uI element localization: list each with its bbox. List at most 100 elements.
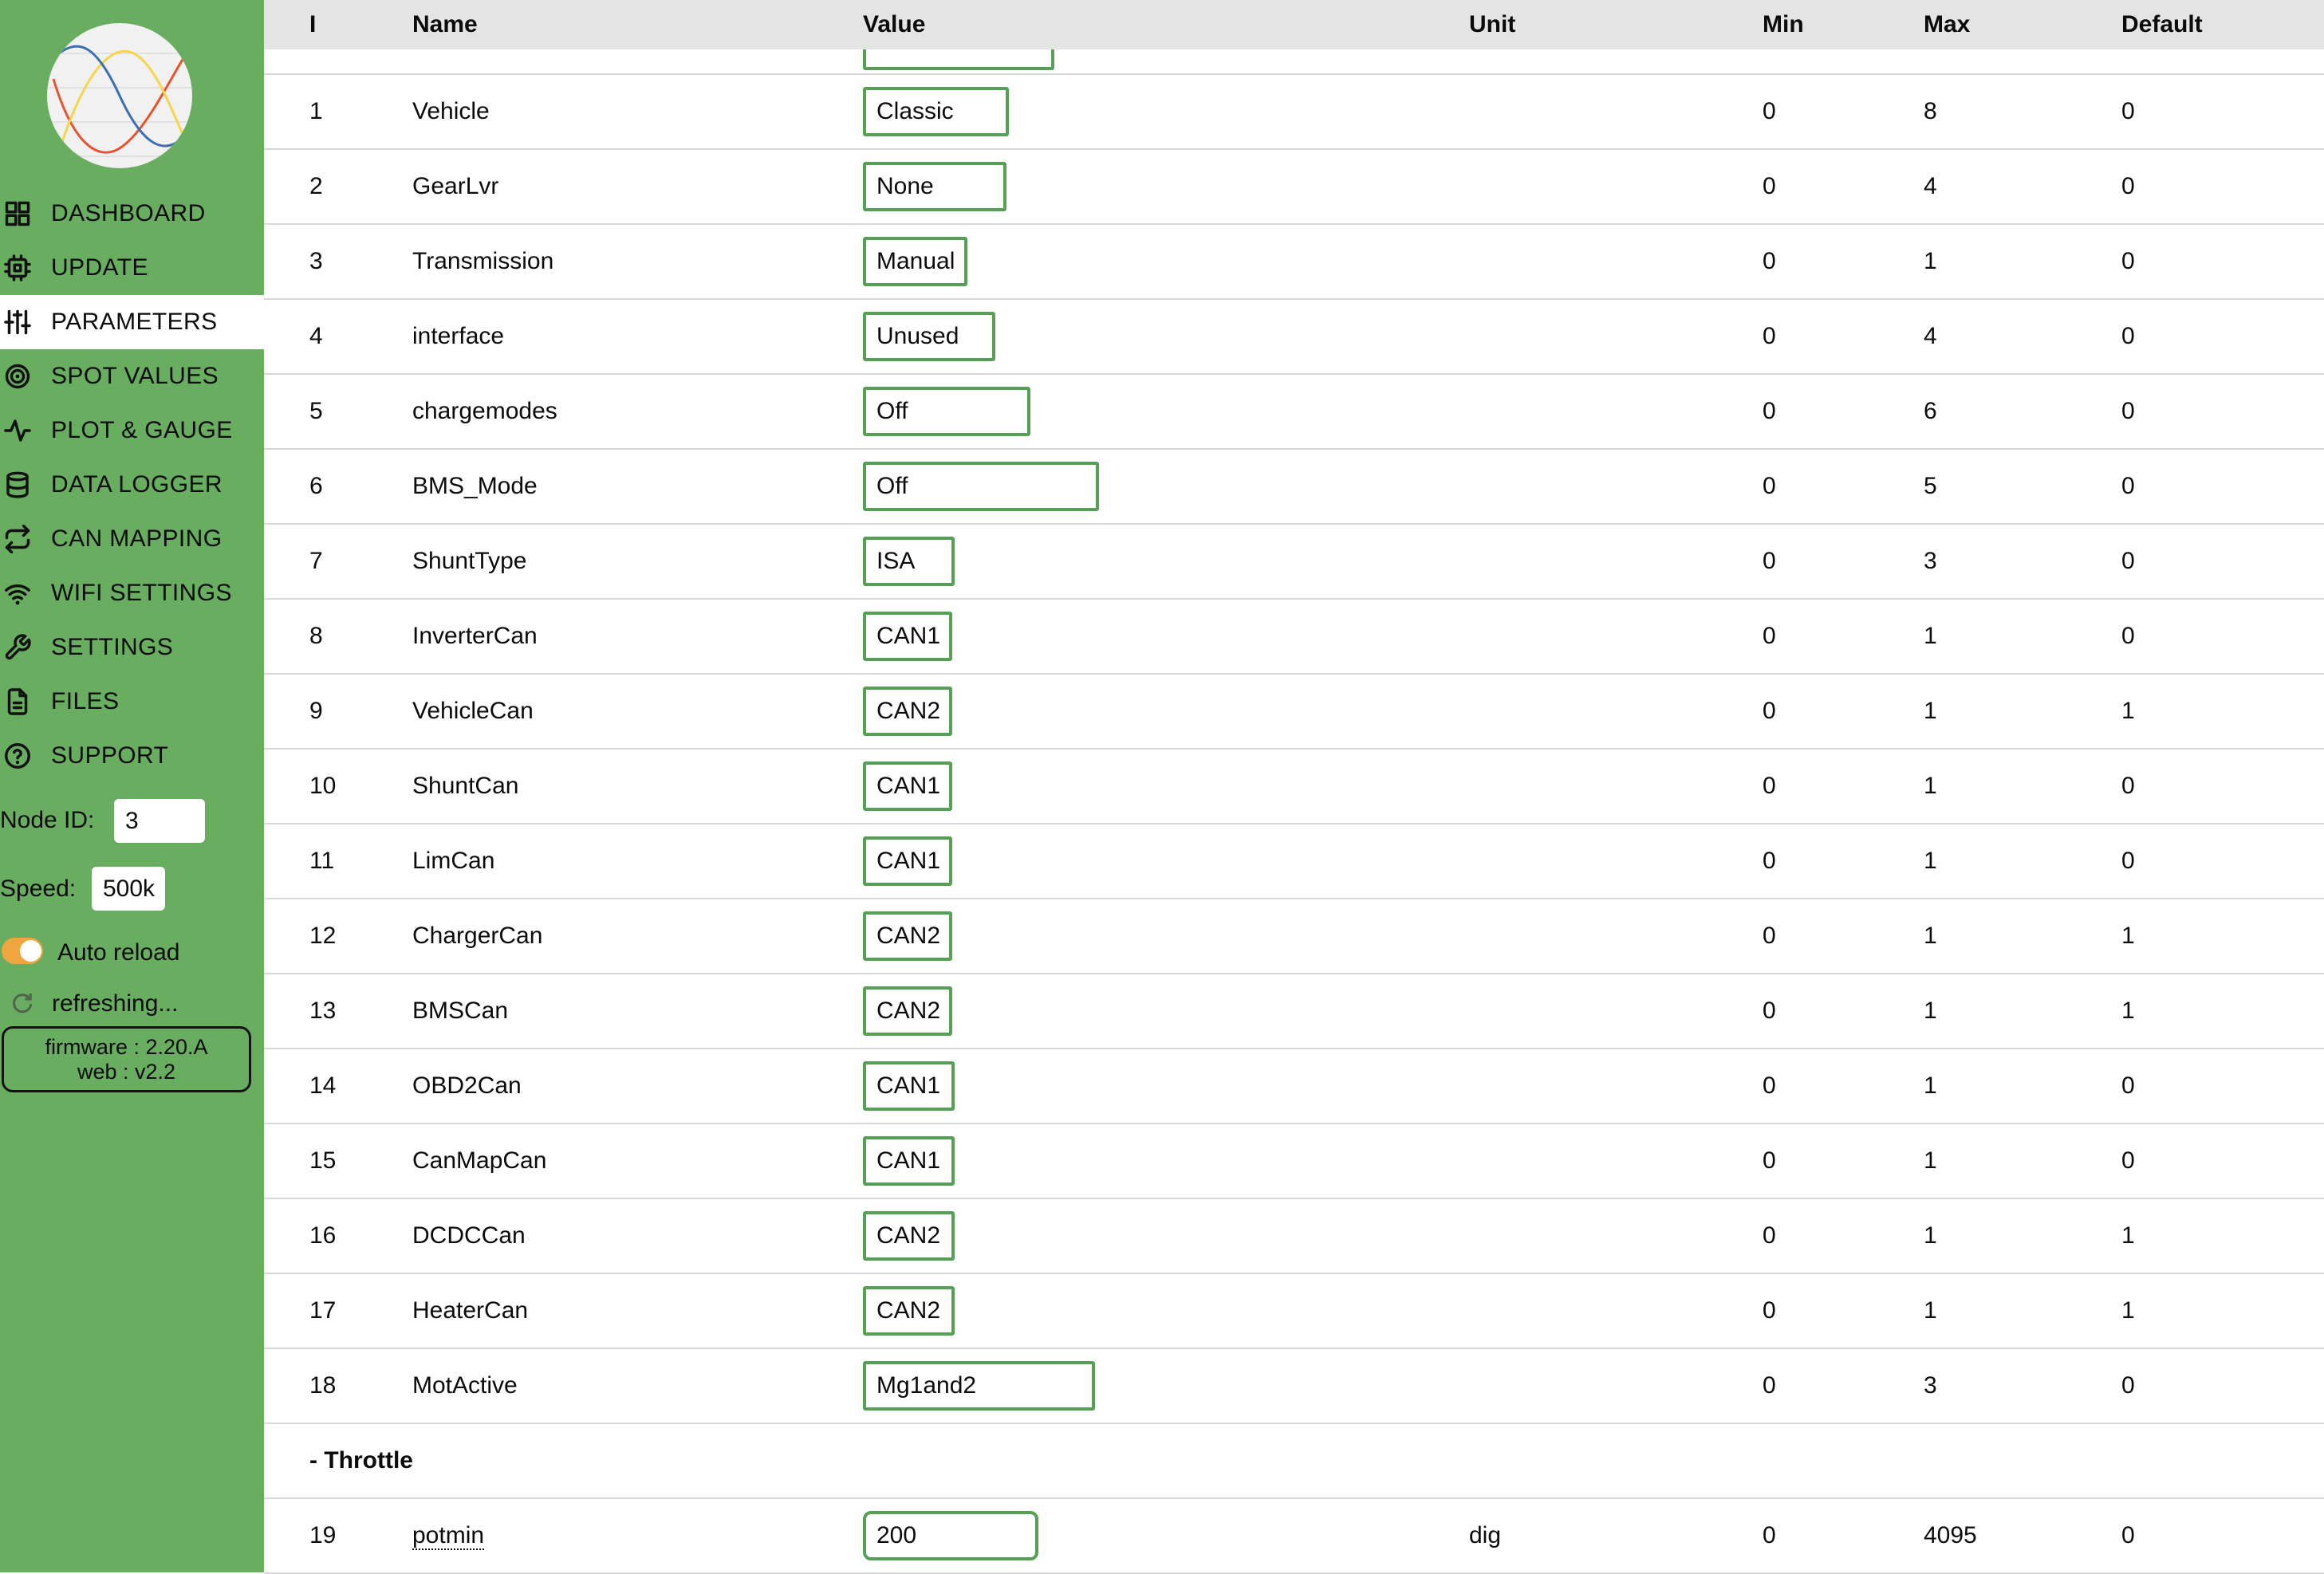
param-default: 1 <box>2121 1297 2135 1324</box>
param-name[interactable]: Vehicle <box>412 98 490 124</box>
param-max: 8 <box>1924 98 1937 124</box>
sidebar-item-dashboard[interactable]: DASHBOARD <box>0 187 264 241</box>
param-max: 1 <box>1924 698 1937 724</box>
param-max: 1 <box>1924 848 1937 874</box>
value-input[interactable]: CAN2 <box>863 911 952 961</box>
value-input[interactable]: 200 <box>863 1511 1038 1560</box>
param-default: 0 <box>2121 473 2135 499</box>
section-header-row: - Throttle <box>264 1424 2324 1499</box>
param-name[interactable]: chargemodes <box>412 398 557 424</box>
bullseye-icon <box>2 361 33 392</box>
param-default: 0 <box>2121 548 2135 574</box>
param-name[interactable]: DCDCCan <box>412 1222 526 1249</box>
sidebar-item-wifi-settings[interactable]: WIFI SETTINGS <box>0 566 264 620</box>
param-name[interactable]: ShuntType <box>412 548 527 574</box>
value-input[interactable]: CAN2 <box>863 986 952 1036</box>
param-name[interactable]: MotActive <box>412 1372 518 1399</box>
param-max: 1 <box>1924 998 1937 1024</box>
sidebar-item-label: DASHBOARD <box>51 200 206 226</box>
param-name[interactable]: interface <box>412 323 505 349</box>
value-input[interactable]: CAN1 <box>863 612 952 661</box>
table-row: 2 GearLvr None 0 4 0 <box>264 150 2324 225</box>
file-icon <box>2 687 33 717</box>
param-max: 1 <box>1924 923 1937 949</box>
param-id: 4 <box>309 323 323 349</box>
param-max: 3 <box>1924 548 1937 574</box>
sidebar-item-plot-gauge[interactable]: PLOT & GAUGE <box>0 403 264 458</box>
value-input[interactable]: Off <box>863 462 1099 511</box>
param-min: 0 <box>1763 1522 1776 1548</box>
param-min: 0 <box>1763 473 1776 499</box>
cpu-icon <box>2 253 33 283</box>
param-name[interactable]: HeaterCan <box>412 1297 529 1324</box>
param-default: 1 <box>2121 698 2135 724</box>
value-input[interactable]: ISA <box>863 537 955 586</box>
table-row: 1 Vehicle Classic 0 8 0 <box>264 75 2324 150</box>
value-input[interactable]: Manual <box>863 237 967 286</box>
param-min: 0 <box>1763 848 1776 874</box>
sidebar-item-data-logger[interactable]: DATA LOGGER <box>0 458 264 512</box>
dashboard-icon <box>2 199 33 229</box>
table-row: 7 ShuntType ISA 0 3 0 <box>264 525 2324 600</box>
param-max: 4095 <box>1924 1522 1977 1548</box>
param-name[interactable]: Transmission <box>412 248 554 274</box>
param-min: 0 <box>1763 923 1776 949</box>
param-name[interactable]: VehicleCan <box>412 698 534 724</box>
sidebar-item-spot-values[interactable]: SPOT VALUES <box>0 349 264 403</box>
param-id: 3 <box>309 248 323 274</box>
param-default: 0 <box>2121 1072 2135 1099</box>
speed-input[interactable]: 500k <box>92 867 165 911</box>
param-id: 5 <box>309 398 323 424</box>
param-min: 0 <box>1763 548 1776 574</box>
value-input[interactable]: CAN1 <box>863 1136 955 1186</box>
value-input[interactable]: CAN2 <box>863 1286 955 1336</box>
param-max: 1 <box>1924 1297 1937 1324</box>
param-default: 0 <box>2121 623 2135 649</box>
value-input[interactable]: Unused <box>863 312 995 361</box>
sidebar-item-label: CAN MAPPING <box>51 525 223 552</box>
table-body: 1 Vehicle Classic 0 8 0 2 GearLvr None 0 4 0 3 Transm… <box>264 75 2324 1574</box>
param-name[interactable]: CanMapCan <box>412 1147 547 1174</box>
auto-reload-toggle[interactable] <box>2 938 43 964</box>
param-name[interactable]: BMS_Mode <box>412 473 538 499</box>
param-max: 5 <box>1924 473 1937 499</box>
sidebar-item-support[interactable]: SUPPORT <box>0 729 264 783</box>
sidebar-item-settings[interactable]: SETTINGS <box>0 620 264 675</box>
value-input[interactable]: CAN1 <box>863 761 952 811</box>
table-row: 18 MotActive Mg1and2 0 3 0 <box>264 1349 2324 1424</box>
param-name[interactable]: InverterCan <box>412 623 538 649</box>
param-min: 0 <box>1763 98 1776 124</box>
value-input[interactable]: Off <box>863 387 1030 436</box>
param-name[interactable]: ChargerCan <box>412 923 543 949</box>
param-id: 16 <box>309 1222 337 1249</box>
value-input[interactable]: CAN1 <box>863 1061 955 1111</box>
value-input[interactable]: CAN2 <box>863 687 952 736</box>
value-input[interactable]: Classic <box>863 87 1009 136</box>
sidebar-item-can-mapping[interactable]: CAN MAPPING <box>0 512 264 566</box>
sidebar-item-files[interactable]: FILES <box>0 675 264 729</box>
value-input[interactable]: Mg1and2 <box>863 1361 1095 1411</box>
header-id: I <box>309 11 317 37</box>
param-name[interactable]: BMSCan <box>412 998 509 1024</box>
value-input[interactable] <box>863 49 1054 70</box>
param-name[interactable]: OBD2Can <box>412 1072 522 1099</box>
value-input[interactable]: None <box>863 162 1006 211</box>
param-min: 0 <box>1763 1297 1776 1324</box>
param-min: 0 <box>1763 1222 1776 1249</box>
value-input[interactable]: CAN1 <box>863 836 952 886</box>
param-name[interactable]: potmin <box>412 1522 485 1548</box>
table-row: 9 VehicleCan CAN2 0 1 1 <box>264 675 2324 750</box>
header-max: Max <box>1924 11 1971 37</box>
repeat-icon <box>2 524 33 554</box>
sidebar-item-update[interactable]: UPDATE <box>0 241 264 295</box>
param-name[interactable]: LimCan <box>412 848 495 874</box>
param-id: 9 <box>309 698 323 724</box>
header-unit: Unit <box>1469 11 1516 37</box>
app-logo <box>47 23 192 168</box>
node-id-input[interactable]: 3 <box>114 799 205 843</box>
param-name[interactable]: ShuntCan <box>412 773 519 799</box>
param-min: 0 <box>1763 323 1776 349</box>
value-input[interactable]: CAN2 <box>863 1211 955 1261</box>
sidebar-item-parameters[interactable]: PARAMETERS <box>0 295 264 349</box>
param-name[interactable]: GearLvr <box>412 173 499 199</box>
